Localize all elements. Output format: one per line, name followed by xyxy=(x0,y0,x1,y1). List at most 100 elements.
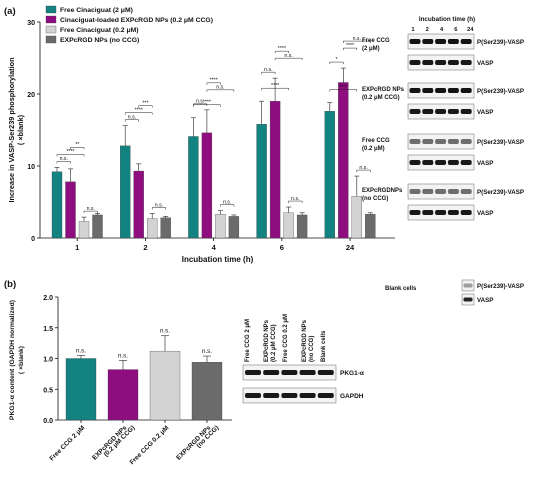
significance-label: **** xyxy=(271,83,279,89)
blot-band xyxy=(460,160,472,165)
bar xyxy=(283,212,294,239)
significance-bracket xyxy=(206,89,235,92)
blot-strip xyxy=(461,279,475,292)
significance-label: n.s. xyxy=(353,36,361,42)
bar xyxy=(65,358,97,421)
bar xyxy=(269,101,281,239)
significance-bracket xyxy=(138,105,153,108)
significance-bracket xyxy=(56,154,85,157)
blot-lane-label: 24 xyxy=(467,27,474,33)
blot-band xyxy=(460,60,472,65)
bar xyxy=(365,214,376,239)
significance-label: ** xyxy=(75,142,79,148)
bar xyxy=(228,216,240,239)
blot-group-label: (no CCG) xyxy=(362,196,388,202)
blot-band xyxy=(460,189,472,194)
blot-band xyxy=(263,393,280,398)
significance-bracket xyxy=(220,204,235,207)
blot-header: Incubation time (h) xyxy=(419,16,475,23)
blot-band-label: VASP xyxy=(477,60,493,67)
significance-bracket xyxy=(70,147,85,150)
significance-bracket xyxy=(193,104,221,107)
bar xyxy=(215,214,226,239)
blot-lane-label: Free CCG 0.2 μM xyxy=(283,314,289,362)
significance-label: n.s. xyxy=(223,199,231,205)
significance-bracket xyxy=(274,57,303,61)
blot-blank-label: Blank cells xyxy=(385,286,417,292)
y-axis-label: ( ×blank) xyxy=(16,114,25,145)
blot-band xyxy=(447,189,459,194)
blot-band xyxy=(409,160,421,165)
blot-lane-label: EXPcRGD NPs xyxy=(302,319,308,362)
significance-bracket xyxy=(356,169,371,173)
significance-bracket xyxy=(83,210,98,214)
blot-lane-label: Blank cells xyxy=(321,330,327,362)
bar xyxy=(92,214,103,239)
blot-band xyxy=(460,39,472,44)
blot-band xyxy=(447,88,459,93)
significance-label: n.s. xyxy=(76,347,86,354)
blot-band-label: P(Ser239)-VASP xyxy=(477,39,524,46)
blot-band-label: P(Ser239)-VASP xyxy=(477,283,524,290)
y-tick-label: 10 xyxy=(27,164,35,171)
y-tick-label: 1.5 xyxy=(43,326,53,333)
blot-band xyxy=(422,39,434,44)
bar xyxy=(256,124,267,239)
blot-band xyxy=(447,109,459,114)
blot-lane-label: EXPcRGD NPs xyxy=(264,319,270,362)
bar xyxy=(191,362,223,421)
blot-lane-label: (no CCG) xyxy=(309,336,315,362)
blot-band xyxy=(463,297,473,302)
bar xyxy=(133,170,144,239)
significance-label: n.s. xyxy=(291,196,299,202)
blot-group-label: Free CCG xyxy=(362,38,390,44)
blot-group-label: Free CCG xyxy=(362,138,390,144)
bar xyxy=(149,350,181,421)
blot-band xyxy=(422,139,434,144)
blot-band xyxy=(460,109,472,114)
legend-swatch xyxy=(45,5,57,14)
bar xyxy=(324,111,335,239)
significance-label: n.s. xyxy=(196,99,204,105)
blot-group-label: (0.2 μM CCG) xyxy=(362,95,400,101)
y-axis-label: PKG1-α content (GAPDH normalized) xyxy=(9,300,16,420)
y-tick-label: 2.0 xyxy=(43,295,53,302)
y-tick-label: 0.5 xyxy=(43,387,53,394)
significance-bracket xyxy=(343,47,358,51)
blot-band xyxy=(409,189,421,194)
blot-band xyxy=(435,60,447,65)
panel-label-a: (a) xyxy=(4,6,16,17)
blot-band xyxy=(422,109,434,114)
blot-band xyxy=(409,60,421,65)
significance-label: **** xyxy=(203,100,211,106)
significance-bracket xyxy=(329,61,344,65)
x-axis-label: Incubation time (h) xyxy=(182,255,254,264)
y-tick-label: 30 xyxy=(27,20,35,27)
bar xyxy=(201,132,213,239)
blot-band xyxy=(281,393,298,398)
significance-label: n.s. xyxy=(87,206,95,212)
blot-band xyxy=(422,88,434,93)
significance-label: **** xyxy=(346,43,354,49)
legend-entry: Cinaciguat-loaded EXPcRGD NPs (0.2 μM CC… xyxy=(60,17,213,24)
y-tick-label: 20 xyxy=(27,92,35,99)
significance-label: n.s. xyxy=(155,202,163,208)
x-tick-label: 1 xyxy=(75,243,79,252)
legend-swatch xyxy=(45,15,57,24)
significance-bracket xyxy=(124,119,139,122)
blot-band-label: P(Ser239)-VASP xyxy=(477,139,524,146)
x-tick-label: 6 xyxy=(280,243,284,252)
blot-band-label: VASP xyxy=(477,109,493,116)
significance-label: **** xyxy=(339,84,347,90)
significance-bracket xyxy=(151,207,166,210)
bar xyxy=(107,369,139,421)
significance-label: n.s. xyxy=(216,85,224,91)
significance-label: * xyxy=(336,57,338,63)
bar xyxy=(65,181,76,239)
blot-band xyxy=(435,139,447,144)
significance-label: n.s. xyxy=(60,156,68,162)
blot-band-label: PKG1-α xyxy=(340,370,364,377)
y-tick-label: 1.0 xyxy=(43,357,53,364)
y-axis-label: Increase in VASP-Ser239 phosphorylation xyxy=(7,57,16,202)
